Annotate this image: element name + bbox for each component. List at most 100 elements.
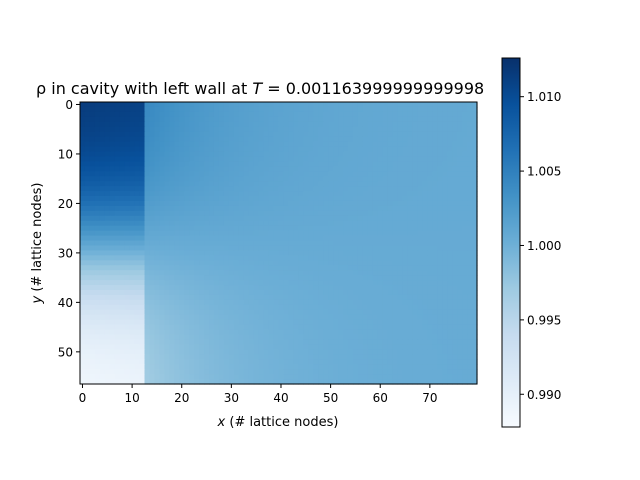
heatmap-cell [442, 161, 448, 167]
heatmap-cell [447, 364, 453, 370]
heatmap-cell [347, 339, 354, 346]
heatmap-cell [303, 349, 309, 355]
heatmap-cell [84, 280, 91, 286]
heatmap-cell [94, 280, 101, 286]
heatmap-cell [243, 235, 250, 242]
heatmap-cell [218, 379, 225, 385]
heatmap-cell [154, 255, 160, 261]
heatmap-cell [397, 220, 404, 227]
heatmap-cell [154, 196, 160, 202]
heatmap-cell [422, 364, 428, 370]
heatmap-cell [283, 156, 290, 162]
heatmap-cell [139, 121, 146, 128]
heatmap-cell [194, 314, 200, 321]
heatmap-cell [422, 225, 428, 232]
heatmap-cell [189, 205, 195, 212]
heatmap-cell [124, 102, 131, 108]
heatmap-cell [189, 270, 195, 276]
heatmap-cell [467, 205, 473, 212]
heatmap-cell [338, 265, 344, 271]
heatmap-cell [437, 245, 443, 252]
heatmap-cell [144, 290, 151, 296]
heatmap-cell [402, 136, 409, 143]
heatmap-cell [427, 374, 433, 380]
heatmap-cell [174, 220, 180, 227]
heatmap-cell [179, 181, 185, 187]
heatmap-cell [258, 196, 265, 202]
heatmap-cell [367, 265, 374, 271]
heatmap-cell [288, 220, 294, 227]
heatmap-cell [338, 126, 344, 133]
heatmap-cell [278, 146, 285, 153]
heatmap-cell [84, 111, 91, 118]
heatmap-cell [412, 290, 419, 296]
heatmap-cell [442, 319, 448, 326]
heatmap-cell [422, 379, 428, 385]
heatmap-cell [357, 369, 364, 375]
heatmap-cell [372, 324, 379, 331]
heatmap-cell [159, 324, 165, 331]
heatmap-cell [179, 309, 185, 316]
heatmap-cell [114, 285, 121, 291]
heatmap-cell [134, 196, 141, 202]
heatmap-cell [457, 245, 463, 252]
heatmap-cell [233, 161, 240, 167]
heatmap-cell [159, 354, 165, 360]
heatmap-cell [442, 275, 448, 281]
heatmap-cell [199, 359, 205, 365]
heatmap-cell [412, 255, 419, 261]
heatmap-cell [174, 156, 180, 162]
heatmap-cell [447, 235, 453, 242]
heatmap-cell [228, 126, 235, 133]
heatmap-cell [347, 364, 354, 370]
heatmap-cell [382, 151, 389, 158]
heatmap-cell [213, 255, 220, 261]
heatmap-cell [194, 354, 200, 360]
heatmap-cell [119, 319, 126, 326]
heatmap-cell [283, 131, 290, 138]
heatmap-cell [308, 225, 314, 232]
heatmap-cell [199, 136, 205, 143]
heatmap-cell [174, 106, 180, 113]
heatmap-cell [323, 111, 329, 118]
heatmap-cell [442, 205, 448, 212]
heatmap-cell [248, 146, 255, 153]
heatmap-cell [333, 364, 339, 370]
heatmap-cell [84, 220, 91, 227]
heatmap-cell [288, 126, 294, 133]
heatmap-cell [387, 200, 394, 207]
heatmap-cell [472, 364, 478, 370]
heatmap-cell [253, 314, 260, 321]
heatmap-cell [213, 369, 220, 375]
heatmap-cell [263, 235, 270, 242]
heatmap-cell [204, 121, 210, 128]
heatmap-cell [263, 334, 270, 341]
heatmap-cell [412, 349, 419, 355]
heatmap-cell [104, 245, 111, 252]
heatmap-cell [298, 230, 304, 237]
heatmap-cell [204, 215, 210, 222]
heatmap-cell [139, 126, 146, 133]
heatmap-cell [159, 205, 165, 212]
heatmap-cell [84, 141, 91, 148]
heatmap-cell [397, 309, 404, 316]
heatmap-cell [184, 161, 190, 167]
heatmap-cell [318, 126, 324, 133]
heatmap-cell [204, 374, 210, 380]
heatmap-cell [298, 334, 304, 341]
heatmap-cell [228, 225, 235, 232]
heatmap-cell [387, 205, 394, 212]
heatmap-cell [99, 260, 106, 266]
heatmap-cell [382, 334, 389, 341]
heatmap-cell [139, 181, 146, 187]
heatmap-cell [457, 156, 463, 162]
heatmap-cell [442, 215, 448, 222]
heatmap-cell [338, 156, 344, 162]
heatmap-cell [437, 161, 443, 167]
heatmap-cell [209, 304, 215, 311]
heatmap-cell [238, 151, 245, 158]
heatmap-cell [233, 354, 240, 360]
heatmap-cell [417, 102, 424, 108]
heatmap-cell [377, 379, 384, 385]
heatmap-cell [99, 314, 106, 321]
